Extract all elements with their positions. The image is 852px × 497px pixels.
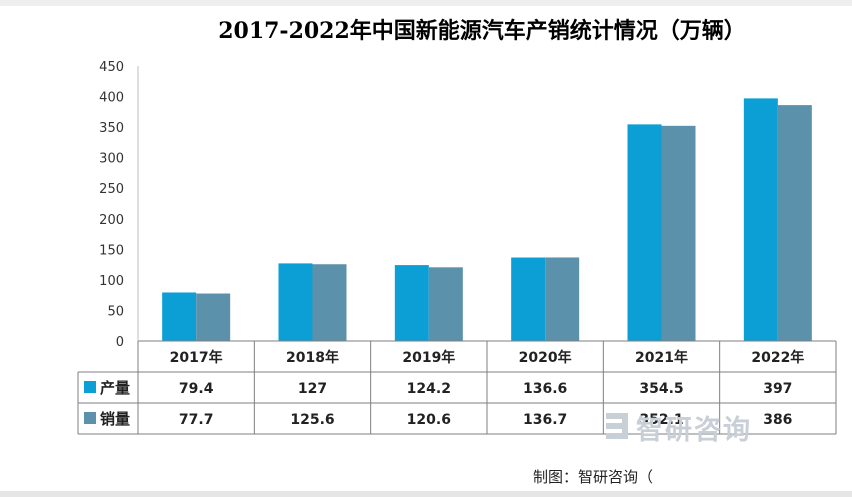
table-cell: 386 [763, 412, 792, 428]
y-axis: 0 50 100 150 200 250 300 350 400 450 [99, 60, 124, 350]
table-cell: 124.2 [407, 381, 451, 397]
bar-sales [312, 264, 347, 341]
category-label: 2017年 [170, 349, 223, 366]
y-tick-label: 50 [107, 304, 124, 319]
table-cell: 352.1 [639, 412, 683, 428]
chart-title: 2017-2022年中国新能源汽车产销统计情况（万辆） [218, 18, 746, 44]
bar-sales [661, 125, 696, 341]
y-tick-label: 350 [99, 121, 124, 136]
y-tick-label: 450 [99, 60, 124, 75]
table-cell: 120.6 [407, 412, 451, 428]
category-label: 2019年 [402, 349, 455, 366]
legend-label: 产量 [100, 379, 130, 397]
table-cell: 136.6 [523, 381, 567, 397]
bar-sales [196, 293, 231, 341]
y-tick-label: 300 [99, 152, 124, 167]
watermark: 智研咨询 [606, 413, 752, 446]
y-tick-label: 100 [99, 274, 124, 289]
category-label: 2018年 [286, 349, 339, 366]
y-tick-label: 400 [99, 91, 124, 106]
bar-production [743, 98, 778, 341]
bars [162, 98, 812, 341]
table-cell: 77.7 [179, 412, 214, 428]
legend-swatch [84, 412, 96, 424]
bar-production [511, 257, 546, 341]
table-cell: 136.7 [523, 412, 567, 428]
bar-production [627, 124, 662, 341]
bar-sales [545, 257, 580, 341]
bar-production [394, 265, 429, 341]
bar-sales [428, 267, 463, 341]
bar-production [162, 292, 197, 341]
y-tick-label: 200 [99, 213, 124, 228]
watermark-text: 智研咨询 [636, 415, 752, 446]
category-label: 2022年 [751, 349, 804, 366]
source-note: 制图：智研咨询（ [533, 468, 653, 486]
category-label: 2020年 [519, 349, 572, 366]
legend-swatch [84, 381, 96, 393]
bar-production [278, 263, 313, 341]
category-label: 2021年 [635, 349, 688, 366]
y-tick-label: 250 [99, 182, 124, 197]
table-cell: 79.4 [179, 381, 214, 397]
y-tick-label: 0 [116, 335, 124, 350]
table-cell: 125.6 [290, 412, 334, 428]
y-tick-label: 150 [99, 243, 124, 258]
table-cell: 397 [763, 381, 792, 397]
watermark-logo-icon [606, 413, 628, 439]
legend-label: 销量 [100, 410, 130, 428]
table-cell: 354.5 [639, 381, 683, 397]
bar-sales [777, 105, 812, 341]
table-cell: 127 [298, 381, 327, 397]
